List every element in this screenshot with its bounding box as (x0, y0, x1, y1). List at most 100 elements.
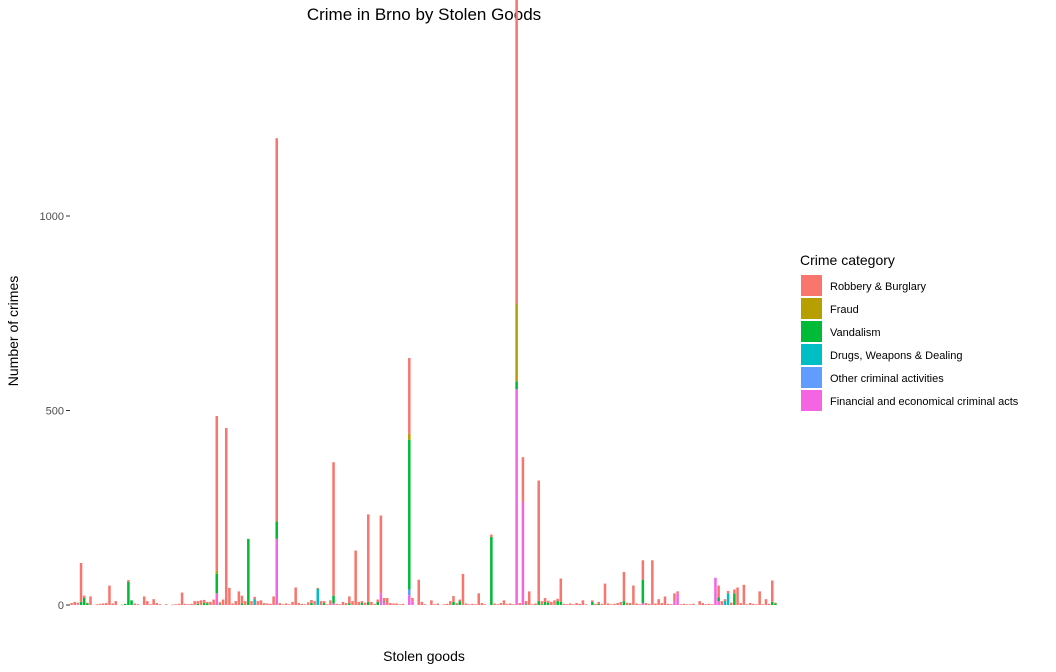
bar-segment (685, 604, 689, 605)
bar-stack (363, 602, 367, 605)
bar-segment (638, 604, 641, 605)
bar-stack (262, 603, 266, 605)
bar-stack (537, 480, 540, 605)
bar-segment (269, 603, 272, 605)
bar-stack (505, 603, 509, 605)
bar-stack (720, 601, 724, 605)
bar-segment (616, 603, 619, 605)
bar-segment (196, 601, 200, 604)
bar-segment (231, 603, 234, 605)
bar-segment (774, 602, 777, 604)
bar-stack (733, 589, 736, 605)
bar-segment (130, 600, 133, 605)
bar-segment (111, 603, 114, 605)
bar-stack (600, 603, 604, 605)
bar-segment (297, 603, 301, 605)
bar-segment (382, 598, 386, 602)
bar-stack (512, 604, 515, 605)
bar-segment (509, 603, 512, 605)
bar-stack (224, 428, 228, 605)
bar-stack (155, 603, 159, 605)
bar-segment (556, 598, 559, 602)
legend-label: Vandalism (830, 327, 881, 339)
bar-segment (480, 603, 484, 605)
bar-segment (136, 604, 140, 605)
bar-segment (559, 601, 563, 605)
bar-segment (733, 593, 736, 605)
bar-stack (670, 604, 673, 605)
bar-segment (79, 562, 83, 602)
bar-stack (635, 603, 638, 605)
bar-segment (411, 598, 414, 602)
bar-segment (408, 439, 411, 590)
bar-segment (382, 601, 386, 605)
bar-stack (73, 601, 76, 605)
bar-segment (742, 584, 746, 605)
bar-stack (464, 603, 468, 605)
bar-stack (647, 603, 651, 605)
bar-stack (357, 601, 361, 605)
bar-segment (152, 599, 155, 605)
bar-stack (398, 604, 402, 605)
x-axis-title: Stolen goods (383, 648, 465, 664)
bar-segment (322, 601, 326, 604)
bar-stack (291, 601, 294, 605)
bar-segment (70, 603, 73, 605)
bar-segment (224, 428, 228, 605)
bar-stack (572, 604, 575, 605)
bar-segment (379, 515, 383, 594)
bar-stack (367, 514, 370, 605)
bar-segment (550, 601, 553, 605)
bar-stack (682, 603, 686, 605)
bar-segment (502, 600, 506, 605)
bar-segment (240, 595, 244, 604)
bar-segment (171, 604, 174, 606)
bar-stack (654, 603, 657, 605)
bar-stack (215, 415, 219, 605)
bar-segment (625, 602, 629, 605)
bar-stack (616, 603, 619, 605)
bar-segment (711, 604, 714, 605)
bar-segment (202, 603, 206, 605)
bar-stack (449, 601, 452, 605)
bar-stack (392, 603, 395, 605)
bar-stack (199, 600, 203, 605)
bar-stack (430, 600, 433, 605)
bar-stack (180, 592, 184, 605)
bar-stack (269, 603, 272, 605)
bar-segment (606, 603, 610, 605)
bar-segment (300, 603, 304, 605)
bar-segment (196, 603, 200, 605)
bar-segment (546, 603, 550, 605)
bar-segment (370, 601, 373, 605)
bar-stack (243, 601, 247, 605)
bar-segment (262, 603, 266, 605)
bar-segment (367, 601, 370, 605)
bar-stack (310, 599, 313, 605)
bar-stack (591, 600, 594, 605)
bar-segment (313, 601, 316, 605)
bar-stack (692, 603, 695, 605)
bar-segment (717, 601, 720, 605)
bar-segment (591, 600, 594, 602)
bar-segment (736, 587, 739, 605)
bar-stack (666, 603, 670, 605)
legend-swatch (801, 390, 822, 411)
bar-stack (123, 603, 127, 605)
bar-stack (761, 604, 765, 605)
bar-segment (537, 601, 540, 605)
bar-stack (518, 603, 522, 605)
bar-segment (524, 604, 528, 605)
bar-segment (363, 602, 367, 605)
bar-stack (411, 598, 414, 605)
bar-segment (556, 601, 559, 605)
bar-stack (767, 603, 771, 605)
bar-stack (322, 601, 326, 605)
bar-segment (641, 603, 645, 605)
bar-segment (212, 599, 215, 605)
bar-stack (142, 596, 146, 605)
bar-stack (496, 604, 499, 605)
bar-segment (543, 598, 547, 602)
bar-segment (483, 604, 487, 605)
y-axis-title: Number of crimes (5, 276, 21, 386)
